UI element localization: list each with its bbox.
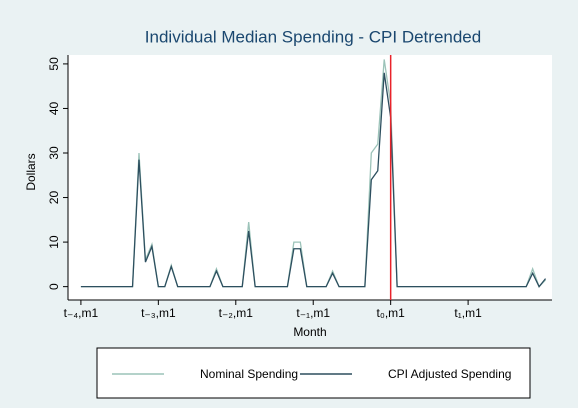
- y-tick-label: 40: [47, 101, 61, 115]
- y-tick-label: 0: [47, 283, 61, 290]
- x-tick-label: t₋₃,m1: [141, 306, 176, 320]
- x-tick-label: t₋₁,m1: [296, 306, 330, 320]
- y-tick-label: 20: [47, 191, 61, 205]
- x-tick-label: t₋₂,m1: [219, 306, 254, 320]
- series-line: [80, 72, 547, 288]
- plot-area: [68, 55, 552, 300]
- x-axis-title: Month: [293, 325, 326, 339]
- x-tick-label: t₀,m1: [377, 306, 406, 320]
- x-tick-label: t₋₄,m1: [64, 306, 99, 320]
- chart-title: Individual Median Spending - CPI Detrend…: [145, 27, 481, 46]
- y-tick-label: 30: [47, 146, 61, 160]
- y-axis-title: Dollars: [24, 153, 38, 190]
- legend-label: Nominal Spending: [200, 367, 298, 381]
- legend-label: CPI Adjusted Spending: [388, 367, 511, 381]
- legend: [96, 347, 531, 399]
- y-tick-label: 10: [47, 235, 61, 249]
- y-tick-label: 50: [47, 57, 61, 71]
- x-tick-label: t₁,m1: [454, 306, 482, 320]
